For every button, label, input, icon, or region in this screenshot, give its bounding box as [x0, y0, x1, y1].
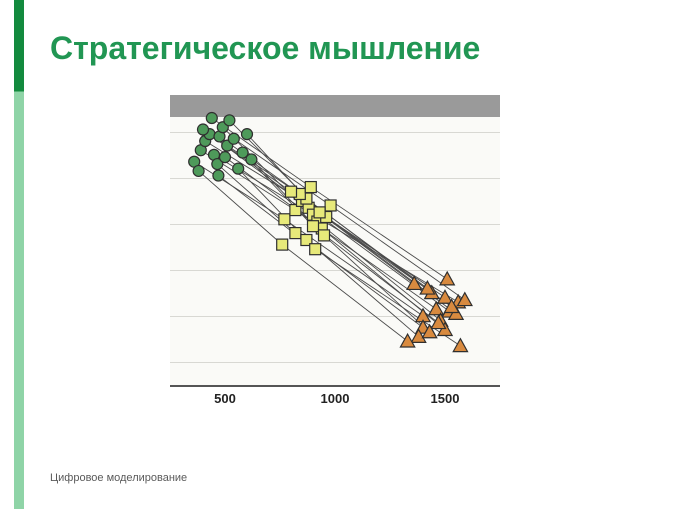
accent-bar [14, 0, 24, 509]
x-tick-label: 1000 [321, 391, 350, 406]
slide-title: Стратегическое мышление [50, 30, 480, 67]
chart-markers [170, 95, 500, 385]
chart: 500 1000 1500 [170, 95, 500, 415]
slide-footer: Цифровое моделирование [50, 472, 187, 484]
x-tick-label: 500 [214, 391, 236, 406]
x-tick-label: 1500 [431, 391, 460, 406]
chart-plot [170, 95, 500, 387]
